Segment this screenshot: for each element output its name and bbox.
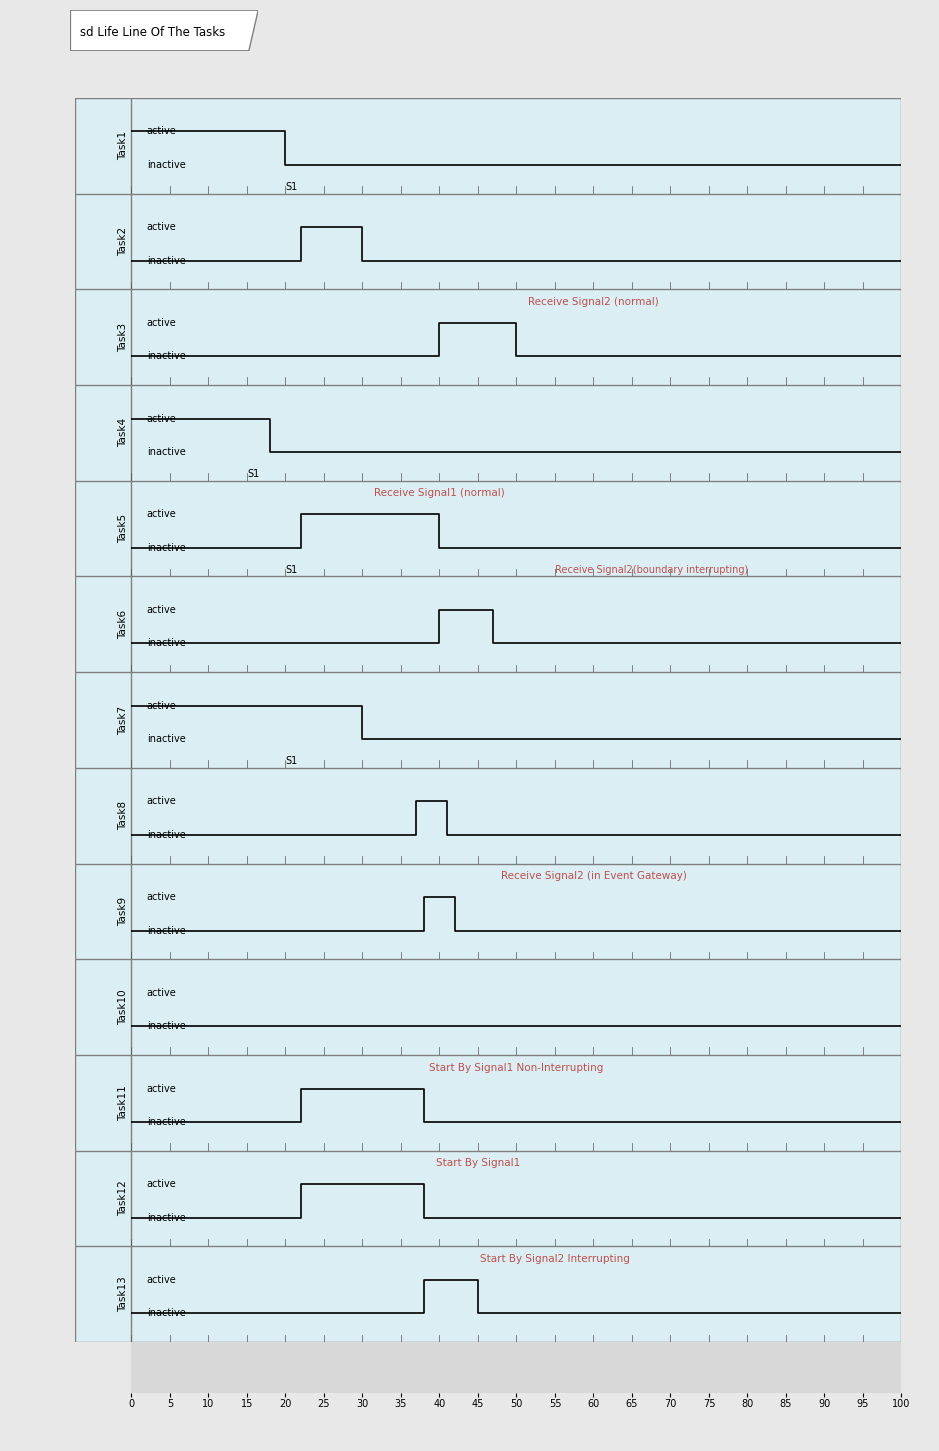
Text: Task6: Task6 bbox=[118, 609, 128, 638]
Text: inactive: inactive bbox=[146, 1117, 186, 1127]
Text: Start By Signal1 Non-Interrupting: Start By Signal1 Non-Interrupting bbox=[429, 1062, 604, 1072]
Text: S1: S1 bbox=[285, 564, 298, 575]
Text: Task8: Task8 bbox=[118, 801, 128, 830]
Text: active: active bbox=[146, 797, 177, 807]
FancyBboxPatch shape bbox=[75, 959, 131, 1055]
Text: inactive: inactive bbox=[146, 1213, 186, 1223]
FancyBboxPatch shape bbox=[75, 576, 131, 672]
Text: Task2: Task2 bbox=[118, 226, 128, 255]
Text: Task11: Task11 bbox=[118, 1085, 128, 1120]
Text: active: active bbox=[146, 222, 177, 232]
Text: inactive: inactive bbox=[146, 351, 186, 361]
FancyBboxPatch shape bbox=[131, 1055, 901, 1151]
Text: active: active bbox=[146, 1275, 177, 1286]
Text: active: active bbox=[146, 318, 177, 328]
FancyBboxPatch shape bbox=[75, 289, 131, 385]
Text: Start By Signal1: Start By Signal1 bbox=[436, 1158, 520, 1168]
Text: active: active bbox=[146, 701, 177, 711]
FancyBboxPatch shape bbox=[131, 672, 901, 768]
FancyBboxPatch shape bbox=[131, 385, 901, 480]
FancyBboxPatch shape bbox=[75, 99, 131, 193]
FancyBboxPatch shape bbox=[75, 385, 131, 480]
Text: inactive: inactive bbox=[146, 543, 186, 553]
Text: Receive Signal1 (normal): Receive Signal1 (normal) bbox=[374, 489, 505, 499]
FancyBboxPatch shape bbox=[75, 480, 131, 576]
FancyBboxPatch shape bbox=[75, 1246, 131, 1342]
FancyBboxPatch shape bbox=[131, 863, 901, 959]
Text: S1: S1 bbox=[285, 756, 298, 766]
FancyBboxPatch shape bbox=[131, 1151, 901, 1246]
FancyBboxPatch shape bbox=[75, 672, 131, 768]
FancyBboxPatch shape bbox=[131, 480, 901, 576]
FancyBboxPatch shape bbox=[131, 959, 901, 1055]
Text: Task13: Task13 bbox=[118, 1277, 128, 1312]
Text: active: active bbox=[146, 414, 177, 424]
Text: inactive: inactive bbox=[146, 447, 186, 457]
Text: active: active bbox=[146, 509, 177, 519]
Text: inactive: inactive bbox=[146, 255, 186, 266]
Text: Task3: Task3 bbox=[118, 322, 128, 351]
Text: Task9: Task9 bbox=[118, 897, 128, 926]
FancyBboxPatch shape bbox=[131, 289, 901, 385]
Text: sd Life Line Of The Tasks: sd Life Line Of The Tasks bbox=[80, 26, 225, 39]
FancyBboxPatch shape bbox=[75, 1151, 131, 1246]
Text: Task7: Task7 bbox=[118, 705, 128, 734]
Text: inactive: inactive bbox=[146, 926, 186, 936]
Text: inactive: inactive bbox=[146, 734, 186, 744]
Text: Receive Signal2(boundary interrupting): Receive Signal2(boundary interrupting) bbox=[555, 564, 748, 575]
Text: active: active bbox=[146, 605, 177, 615]
Text: inactive: inactive bbox=[146, 160, 186, 170]
Text: Start By Signal2 Interrupting: Start By Signal2 Interrupting bbox=[480, 1254, 630, 1264]
Text: active: active bbox=[146, 126, 177, 136]
Text: Task1: Task1 bbox=[118, 131, 128, 161]
Text: inactive: inactive bbox=[146, 638, 186, 649]
Text: S1: S1 bbox=[285, 183, 298, 192]
Text: inactive: inactive bbox=[146, 1309, 186, 1319]
FancyBboxPatch shape bbox=[75, 1055, 131, 1151]
Text: Task10: Task10 bbox=[118, 990, 128, 1024]
Text: active: active bbox=[146, 988, 177, 998]
FancyBboxPatch shape bbox=[75, 193, 131, 289]
Text: Task4: Task4 bbox=[118, 418, 128, 447]
Text: S1: S1 bbox=[247, 469, 259, 479]
Text: Receive Signal2 (in Event Gateway): Receive Signal2 (in Event Gateway) bbox=[500, 871, 686, 881]
FancyBboxPatch shape bbox=[131, 576, 901, 672]
FancyBboxPatch shape bbox=[75, 863, 131, 959]
FancyBboxPatch shape bbox=[131, 768, 901, 863]
FancyBboxPatch shape bbox=[131, 193, 901, 289]
Polygon shape bbox=[70, 10, 258, 51]
FancyBboxPatch shape bbox=[75, 768, 131, 863]
Text: inactive: inactive bbox=[146, 1022, 186, 1032]
Text: active: active bbox=[146, 1084, 177, 1094]
FancyBboxPatch shape bbox=[131, 1246, 901, 1342]
FancyBboxPatch shape bbox=[131, 99, 901, 193]
Text: inactive: inactive bbox=[146, 830, 186, 840]
Text: Task12: Task12 bbox=[118, 1181, 128, 1216]
Text: Task5: Task5 bbox=[118, 514, 128, 543]
Text: active: active bbox=[146, 892, 177, 903]
Text: active: active bbox=[146, 1180, 177, 1190]
Text: Receive Signal2 (normal): Receive Signal2 (normal) bbox=[528, 297, 659, 308]
